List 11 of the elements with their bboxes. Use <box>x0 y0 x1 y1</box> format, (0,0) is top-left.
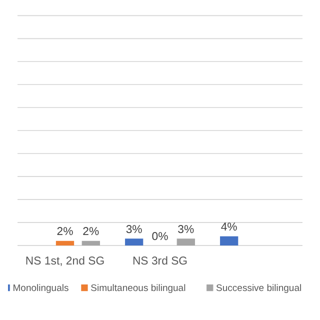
data-label: 4% <box>220 222 238 234</box>
x-tick-label: NS 3rd SG <box>132 256 188 268</box>
data-label: 0% <box>152 230 168 243</box>
data-label: 2% <box>56 226 74 238</box>
legend-label: Successive bilingual <box>216 283 302 294</box>
data-label: 3% <box>178 224 194 236</box>
data-label: 2% <box>82 226 100 238</box>
legend-label: Simultaneous bilingual <box>90 283 186 294</box>
legend-label: Monolinguals <box>12 283 69 294</box>
x-tick-label: NS 1st, 2nd SG <box>25 256 105 268</box>
data-label: 3% <box>126 224 142 236</box>
